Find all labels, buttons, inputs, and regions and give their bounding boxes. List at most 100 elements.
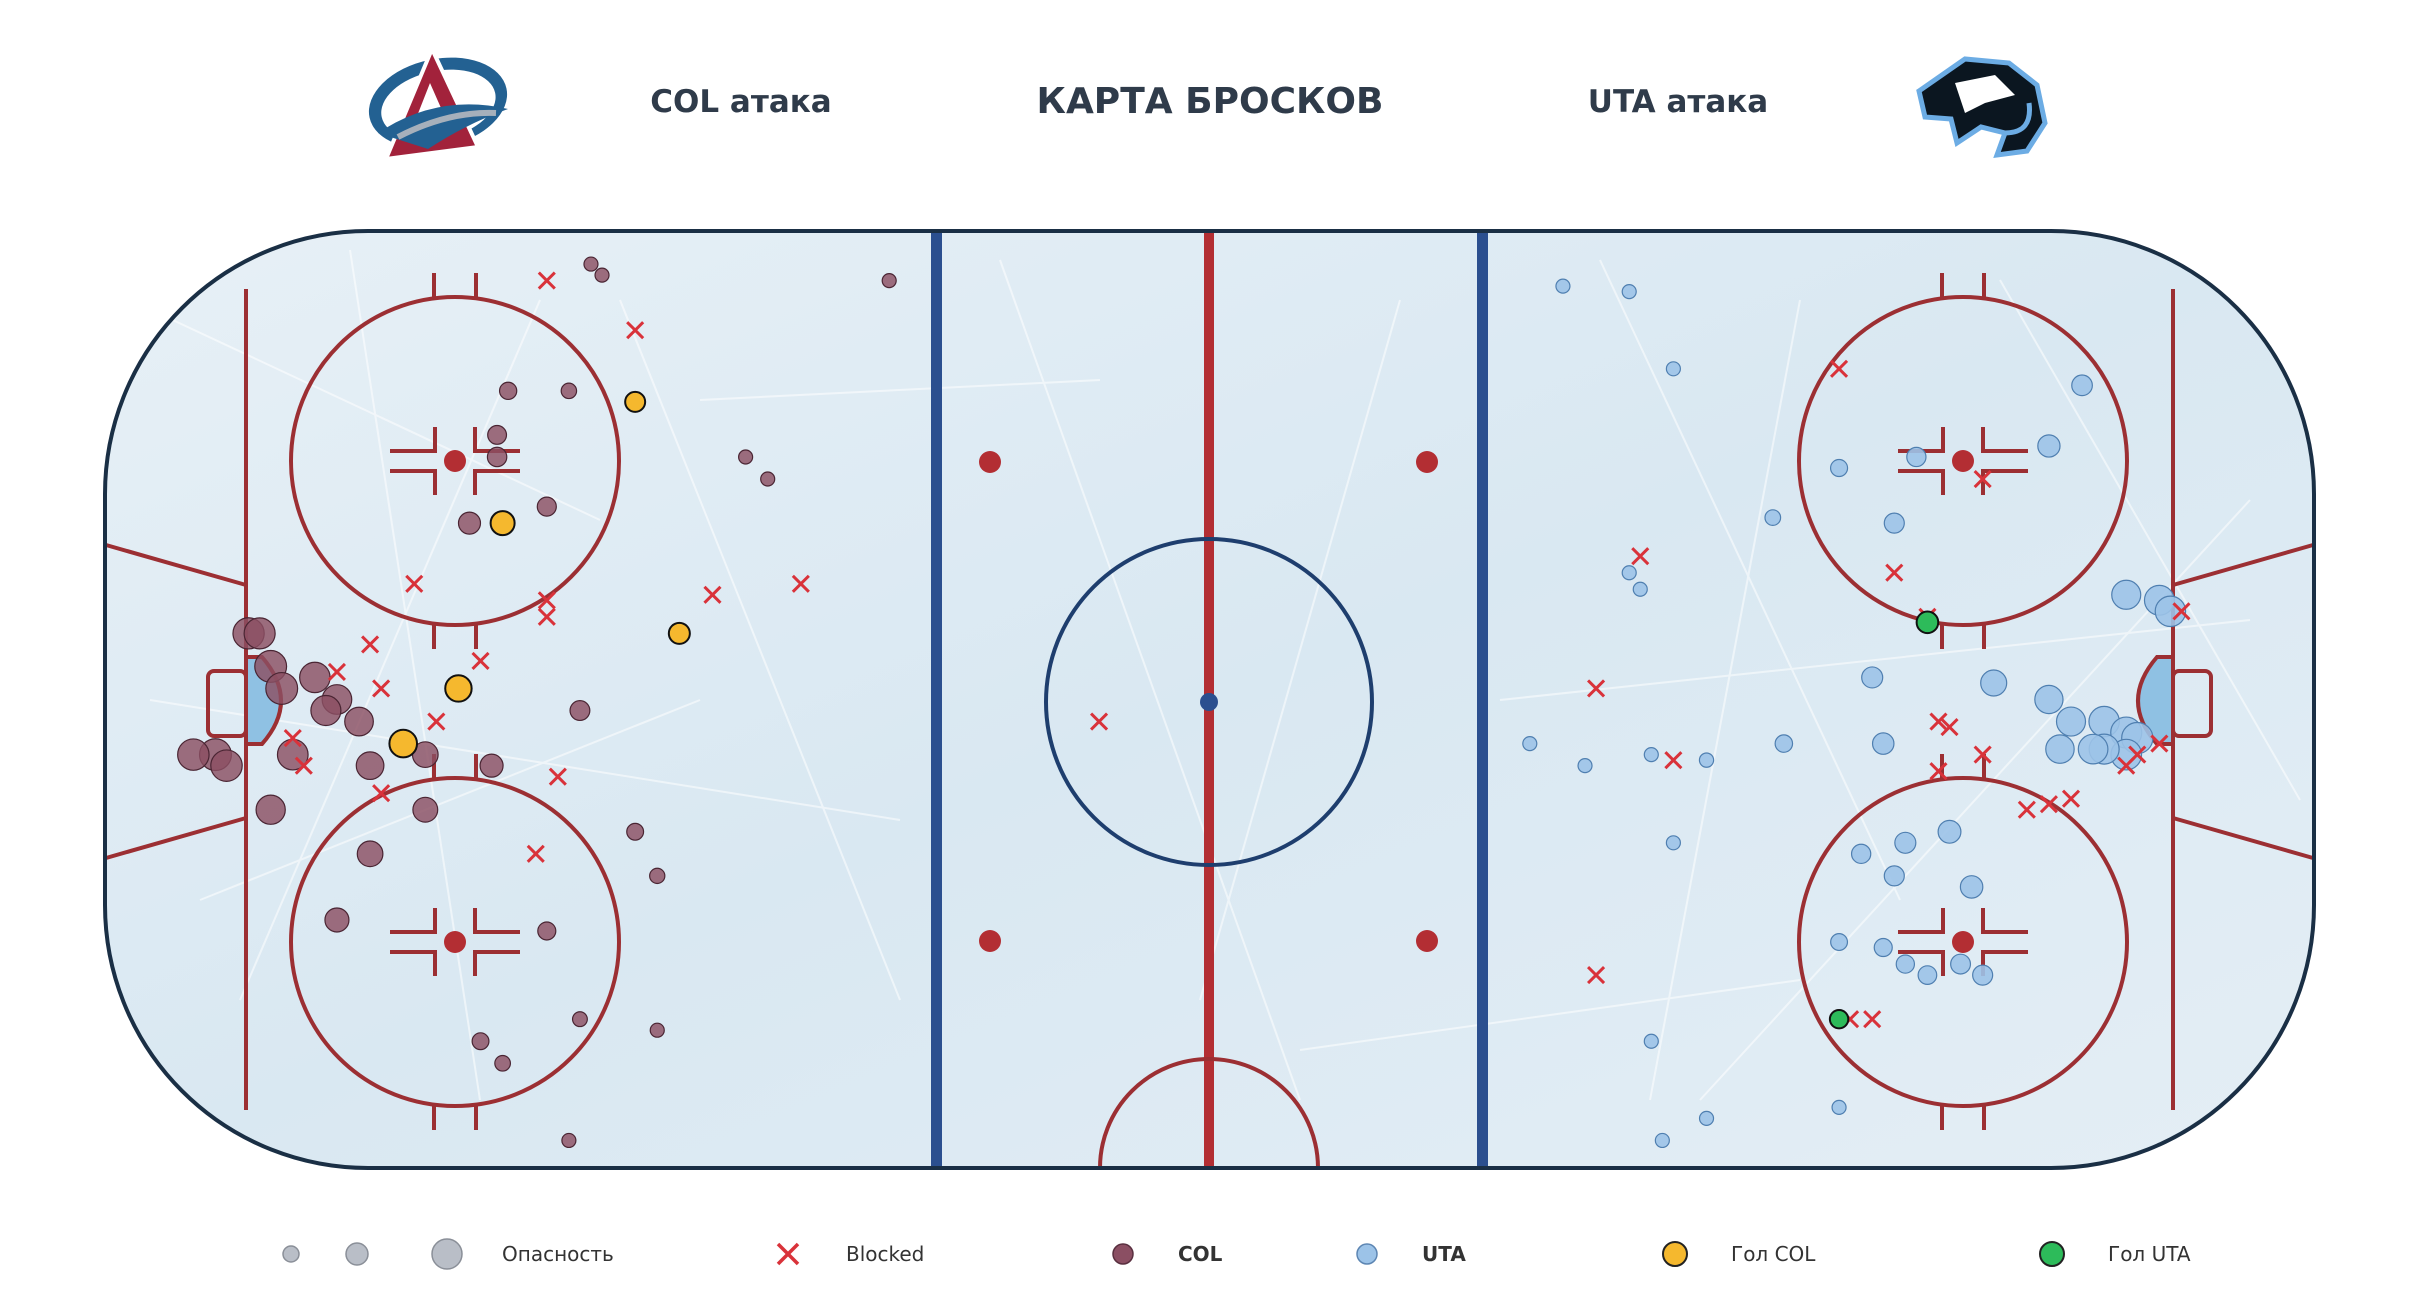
col-shot (561, 1132, 577, 1149)
blocked-shot (327, 662, 347, 682)
blocked-shot (791, 574, 810, 593)
uta-shot (1873, 937, 1893, 958)
uta-shot (1917, 965, 1938, 985)
legend-uta-label: UTA (1422, 1242, 1466, 1266)
legend-danger-large (431, 1238, 463, 1270)
uta-shot (2077, 733, 2109, 765)
uta-shot (2037, 434, 2061, 458)
legend-goal-uta-marker (2039, 1241, 2065, 1267)
uta-shot (2071, 374, 2093, 397)
uta-shot (1621, 565, 1637, 581)
col-shot (760, 471, 776, 487)
uta-shot (1774, 734, 1794, 753)
legend-danger-medium (345, 1242, 369, 1266)
chart-title: КАРТА БРОСКОВ (1037, 81, 1384, 122)
col-goal (444, 674, 473, 703)
uta-shot (1883, 512, 1905, 534)
blocked-shot (626, 321, 645, 340)
blocked-shot (537, 607, 556, 626)
blocked-shot (2039, 795, 2058, 814)
uta-shot (1621, 284, 1637, 300)
uta-shot (1972, 964, 1994, 986)
col-goal (667, 621, 691, 645)
blocked-shot (1587, 966, 1606, 985)
col-goal (388, 728, 419, 759)
col-shot (487, 424, 508, 445)
blocked-shot (2172, 602, 2191, 621)
blocked-shot (2128, 745, 2147, 764)
blocked-shot (405, 574, 424, 593)
uta-shot (1632, 581, 1648, 597)
blocked-shot (372, 784, 391, 803)
blocked-shot (1973, 469, 1992, 489)
blocked-shot (283, 729, 302, 748)
right-blue-line (1477, 231, 1488, 1168)
uta-shot (2055, 706, 2087, 737)
faceoff-circles (289, 295, 2129, 1108)
uta-shot (1895, 954, 1916, 974)
col-shot (498, 381, 518, 401)
blocked-shot (2017, 800, 2036, 819)
col-shot (649, 867, 666, 885)
uta-shot (1555, 278, 1571, 294)
legend-goal-col-marker (1662, 1241, 1688, 1267)
blocked-shot (703, 585, 722, 604)
col-shot (738, 449, 754, 465)
col-shot (537, 921, 557, 941)
col-shot (356, 840, 384, 868)
blocked-shot (1863, 1010, 1882, 1029)
col-shot (255, 794, 286, 825)
blocked-shot (1885, 563, 1904, 582)
blocked-shot (372, 679, 391, 698)
col-shot (571, 1011, 588, 1028)
center-faceoff-circle (1044, 537, 1374, 867)
uta-shot (1665, 361, 1681, 377)
blocked-shot (537, 271, 556, 290)
uta-shot (1980, 669, 2008, 697)
blocked-shot (1631, 547, 1650, 566)
col-shot (560, 382, 578, 400)
ice-scratches (129, 249, 2301, 1101)
uta-shot (2034, 684, 2064, 715)
legend-uta-marker (1356, 1243, 1378, 1265)
rink (103, 229, 2316, 1170)
shots-layer (177, 256, 2191, 1149)
uta-shot (1906, 446, 1927, 468)
uta-shot (1764, 509, 1782, 527)
uta-shot (1643, 747, 1659, 763)
uta-shot (1654, 1132, 1670, 1149)
uta-shot (1950, 953, 1972, 975)
blocked-shot (1973, 745, 1992, 764)
col-shot (299, 661, 331, 694)
trapezoid-lines (105, 543, 2314, 860)
legend-goal-uta-label: Гол UTA (2108, 1242, 2191, 1266)
uta-shot (1698, 1110, 1715, 1126)
uta-shot (1937, 819, 1962, 844)
blocked-shot (548, 767, 567, 786)
blocked-shot (471, 651, 490, 670)
col-shot (881, 273, 897, 289)
col-shot (355, 751, 385, 781)
left-attack-label: COL атака (650, 84, 831, 120)
uta-shot (1643, 1033, 1659, 1049)
col-goal (489, 510, 516, 537)
uta-shot (1871, 732, 1895, 755)
blocked-shot (2150, 734, 2169, 753)
legend-col-marker (1112, 1243, 1134, 1265)
blocked-shot (1830, 359, 1849, 378)
blocked-shot (361, 635, 380, 654)
uta-goal (1915, 610, 1940, 635)
blocked-shot (2061, 789, 2081, 808)
rink-boards (103, 229, 2316, 1170)
uta-shot (1829, 458, 1849, 478)
blocked-shot (1929, 712, 1948, 731)
blocked-shot (1664, 751, 1683, 770)
colorado-avalanche-logo (368, 44, 508, 162)
uta-shot (1522, 735, 1538, 752)
uta-shot (1830, 933, 1849, 952)
col-shot (243, 617, 276, 650)
blocked-shot (294, 756, 313, 775)
center-dot (1200, 693, 1218, 711)
uta-shot (2154, 595, 2187, 628)
